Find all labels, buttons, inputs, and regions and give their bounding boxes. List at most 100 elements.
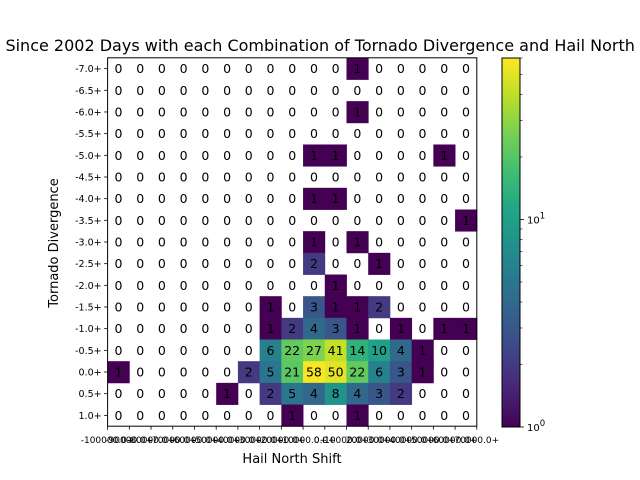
cell-value-label: 2 bbox=[267, 386, 275, 401]
heatmap-cell bbox=[346, 57, 369, 80]
cell-value-label: 0 bbox=[332, 408, 340, 423]
cell-value-label: 2 bbox=[310, 256, 318, 271]
cell-value-label: 0 bbox=[180, 365, 188, 380]
heatmap-cell bbox=[216, 382, 239, 405]
x-axis-label: Hail North Shift bbox=[242, 452, 341, 467]
cell-value-label: 0 bbox=[136, 126, 144, 141]
cell-value-label: 0 bbox=[440, 213, 448, 228]
cell-value-label: 0 bbox=[245, 83, 253, 98]
y-tick-label: -2.5+ bbox=[75, 259, 102, 270]
cell-value-label: 0 bbox=[397, 61, 405, 76]
y-axis-label: Tornado Divergence bbox=[47, 178, 62, 308]
cell-value-label: 0 bbox=[375, 169, 383, 184]
cell-value-label: 6 bbox=[267, 343, 275, 358]
cell-value-label: 0 bbox=[245, 169, 253, 184]
cell-value-label: 0 bbox=[288, 126, 296, 141]
cell-value-label: 0 bbox=[180, 278, 188, 293]
cell-value-label: 0 bbox=[158, 386, 166, 401]
y-tick-label: -0.5+ bbox=[75, 346, 102, 357]
cell-value-label: 1 bbox=[462, 321, 470, 336]
cell-value-label: 0 bbox=[201, 408, 209, 423]
cell-value-label: 0 bbox=[375, 278, 383, 293]
cell-value-label: 0 bbox=[201, 365, 209, 380]
colorbar bbox=[501, 57, 521, 428]
heatmap-cell bbox=[368, 361, 391, 384]
cell-value-label: 0 bbox=[310, 61, 318, 76]
heatmap-cell bbox=[324, 144, 347, 167]
cell-value-label: 0 bbox=[136, 169, 144, 184]
cell-value-label: 0 bbox=[245, 408, 253, 423]
heatmap-cell bbox=[346, 339, 369, 362]
cell-value-label: 1 bbox=[310, 148, 318, 163]
cell-value-label: 0 bbox=[136, 300, 144, 315]
cell-value-label: 4 bbox=[310, 321, 318, 336]
cell-value-label: 0 bbox=[419, 235, 427, 250]
cell-value-label: 0 bbox=[288, 213, 296, 228]
cell-value-label: 0 bbox=[397, 408, 405, 423]
heatmap-cell bbox=[346, 404, 369, 427]
cell-value-label: 3 bbox=[332, 321, 340, 336]
heatmap-cell bbox=[346, 317, 369, 340]
cell-value-label: 0 bbox=[158, 278, 166, 293]
cell-value-label: 0 bbox=[114, 386, 122, 401]
cell-value-label: 0 bbox=[267, 61, 275, 76]
cell-value-label: 0 bbox=[223, 278, 231, 293]
cell-value-label: 0 bbox=[288, 169, 296, 184]
cell-value-label: 0 bbox=[419, 300, 427, 315]
cell-value-label: 1 bbox=[114, 365, 122, 380]
cell-value-label: 0 bbox=[375, 61, 383, 76]
cell-value-label: 1 bbox=[332, 191, 340, 206]
cell-value-label: 0 bbox=[353, 213, 361, 228]
heatmap-cell bbox=[303, 252, 326, 275]
cell-value-label: 0 bbox=[397, 213, 405, 228]
cell-value-label: 0 bbox=[375, 83, 383, 98]
x-tick-label: -30000.0+ bbox=[236, 436, 284, 446]
cell-value-label: 0 bbox=[397, 126, 405, 141]
cell-value-label: 0 bbox=[201, 126, 209, 141]
cell-value-label: 0 bbox=[462, 169, 470, 184]
cell-value-label: 0 bbox=[223, 126, 231, 141]
cell-value-label: 0 bbox=[180, 83, 188, 98]
cell-value-label: 0 bbox=[440, 408, 448, 423]
cell-value-label: 0 bbox=[440, 278, 448, 293]
cell-value-label: 0 bbox=[397, 191, 405, 206]
y-tick-label: -4.5+ bbox=[75, 172, 102, 183]
cell-value-label: 0 bbox=[419, 61, 427, 76]
cell-value-label: 1 bbox=[332, 278, 340, 293]
cell-value-label: 0 bbox=[114, 278, 122, 293]
cell-value-label: 1 bbox=[353, 235, 361, 250]
colorbar-ticks: 100 101 bbox=[520, 57, 545, 434]
cell-value-label: 0 bbox=[180, 408, 188, 423]
cell-value-label: 0 bbox=[267, 104, 275, 119]
cell-value-label: 1 bbox=[332, 300, 340, 315]
heatmap-cell bbox=[107, 361, 130, 384]
heatmap-cell bbox=[281, 361, 304, 384]
cell-value-label: 0 bbox=[114, 126, 122, 141]
cell-value-label: 0 bbox=[310, 278, 318, 293]
cell-value-label: 4 bbox=[310, 386, 318, 401]
cell-value-label: 0 bbox=[332, 104, 340, 119]
cell-value-label: 0 bbox=[440, 256, 448, 271]
cell-value-label: 0 bbox=[288, 256, 296, 271]
colorbar-tick-label: 101 bbox=[527, 211, 545, 226]
cell-value-label: 21 bbox=[284, 365, 300, 380]
cell-value-label: 0 bbox=[201, 148, 209, 163]
cell-value-label: 0 bbox=[136, 278, 144, 293]
cell-value-label: 0 bbox=[462, 104, 470, 119]
heatmap-cell bbox=[281, 404, 304, 427]
cell-value-label: 0 bbox=[353, 191, 361, 206]
heatmap-cell bbox=[433, 144, 456, 167]
cell-value-label: 1 bbox=[440, 321, 448, 336]
cell-value-label: 0 bbox=[440, 343, 448, 358]
heatmap-cell bbox=[389, 339, 413, 362]
cell-value-label: 0 bbox=[267, 83, 275, 98]
heatmap-cell bbox=[259, 339, 282, 362]
cell-value-label: 1 bbox=[353, 61, 361, 76]
cell-value-label: 0 bbox=[114, 104, 122, 119]
heatmap-cells bbox=[107, 57, 478, 427]
heatmap-cell bbox=[303, 231, 326, 254]
cell-value-label: 0 bbox=[462, 126, 470, 141]
cell-value-label: 0 bbox=[180, 61, 188, 76]
cell-value-label: 0 bbox=[223, 83, 231, 98]
cell-value-label: 0 bbox=[201, 213, 209, 228]
